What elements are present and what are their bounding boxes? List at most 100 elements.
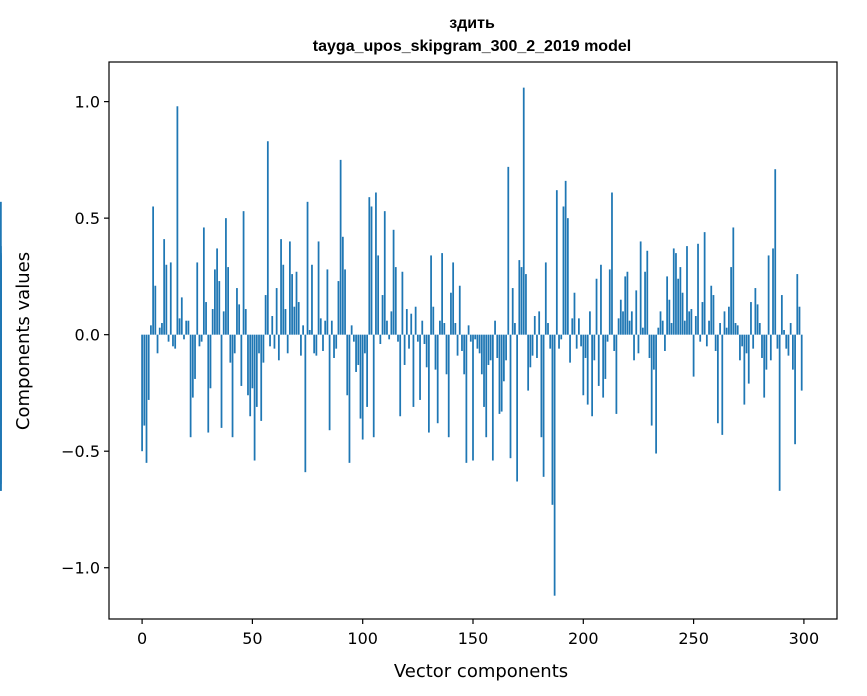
bar: [500, 334, 503, 412]
bar: [143, 334, 146, 426]
bar: [397, 334, 399, 342]
bar: [796, 274, 799, 335]
bar: [379, 334, 382, 344]
bar: [185, 320, 188, 335]
bar: [355, 334, 357, 372]
bar: [381, 295, 384, 335]
bar: [564, 180, 567, 335]
bar: [240, 334, 243, 386]
bar: [275, 288, 278, 335]
bar: [641, 327, 644, 335]
bar: [736, 325, 739, 335]
bar: [780, 295, 783, 335]
y-tick-label: 0.0: [75, 326, 100, 345]
bar: [721, 334, 724, 435]
bar: [167, 334, 170, 342]
bar: [315, 334, 318, 356]
bar: [608, 269, 611, 335]
bar: [456, 334, 459, 356]
bar: [145, 334, 148, 463]
bar: [670, 323, 673, 335]
bar: [710, 285, 713, 335]
bar: [741, 334, 744, 347]
bar: [357, 334, 360, 365]
y-tick-label: 0.5: [75, 209, 100, 228]
bar: [569, 334, 571, 363]
bar: [655, 334, 657, 454]
bar: [141, 334, 143, 452]
bar: [630, 311, 633, 335]
bar: [544, 262, 547, 335]
bar: [194, 334, 196, 379]
bar: [339, 159, 342, 335]
bar: [249, 334, 252, 417]
bar: [244, 309, 247, 335]
bar: [273, 334, 276, 349]
bar: [533, 316, 536, 335]
bar: [679, 267, 682, 335]
bar: [293, 306, 296, 335]
bar: [337, 281, 340, 335]
bar: [595, 278, 598, 335]
bar: [686, 246, 688, 335]
bar: [542, 334, 545, 477]
bar: [664, 334, 666, 351]
bar: [611, 192, 613, 335]
bar: [324, 320, 327, 335]
bar: [183, 334, 185, 340]
x-tick-label: 200: [568, 629, 599, 648]
bar: [723, 311, 726, 335]
bar: [507, 166, 510, 335]
bar: [377, 255, 380, 335]
bar: [251, 334, 254, 389]
bar: [172, 334, 174, 347]
bar: [0, 278, 2, 335]
bar: [370, 206, 373, 335]
bar: [491, 334, 494, 461]
bar: [798, 306, 801, 335]
bar: [441, 253, 443, 335]
bar: [180, 297, 183, 335]
bar: [463, 334, 466, 375]
bar: [304, 334, 307, 473]
bar: [474, 334, 477, 340]
bar: [392, 229, 395, 335]
bar: [260, 334, 263, 421]
bar: [472, 334, 474, 461]
bar: [297, 302, 300, 335]
bar: [747, 334, 750, 384]
bar: [785, 334, 788, 349]
bar: [163, 239, 166, 335]
bar: [705, 334, 708, 347]
bar: [558, 334, 560, 349]
bar: [271, 316, 274, 335]
bar: [489, 334, 492, 361]
bar: [428, 334, 430, 433]
bar: [264, 295, 267, 335]
bar: [699, 334, 702, 342]
bar: [366, 334, 368, 407]
bar: [666, 276, 669, 335]
bar: [606, 334, 609, 342]
bar: [659, 311, 662, 335]
bar: [580, 334, 582, 347]
bar: [152, 206, 154, 335]
bar: [289, 241, 291, 335]
bar: [394, 267, 397, 335]
bar: [527, 334, 530, 391]
bar: [150, 325, 152, 335]
bar: [350, 325, 353, 335]
bar: [761, 334, 763, 358]
bar: [604, 334, 607, 379]
bar: [573, 292, 576, 335]
bar: [311, 264, 313, 335]
bar: [154, 285, 157, 335]
bar: [454, 323, 457, 335]
bar: [787, 334, 790, 356]
bar: [657, 327, 660, 335]
bar: [421, 320, 424, 335]
bar: [158, 327, 161, 335]
bar: [754, 288, 757, 335]
bar: [560, 334, 563, 340]
bar: [734, 323, 737, 335]
